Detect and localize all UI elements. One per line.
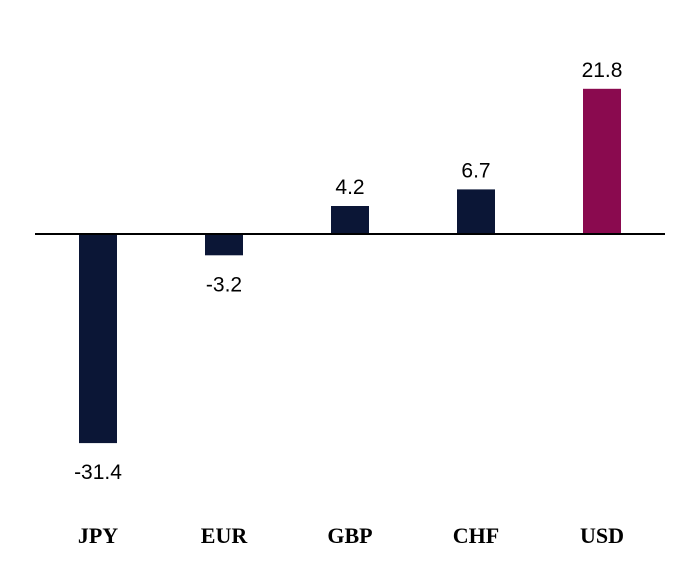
tick-label-chf: CHF [453, 523, 499, 548]
tick-label-jpy: JPY [78, 523, 118, 548]
category-tick-labels: JPY EUR GBP CHF USD [78, 523, 624, 548]
value-label-chf: 6.7 [461, 159, 490, 182]
bar-usd [583, 88, 621, 234]
value-label-gbp: 4.2 [335, 176, 364, 199]
bar-jpy [79, 234, 117, 444]
tick-label-usd: USD [580, 523, 624, 548]
value-label-eur: -3.2 [206, 273, 242, 296]
tick-label-gbp: GBP [327, 523, 372, 548]
value-labels: -31.4 -3.2 4.2 6.7 21.8 [74, 59, 622, 484]
bars [79, 88, 621, 444]
bar-gbp [331, 206, 369, 234]
value-label-jpy: -31.4 [74, 461, 122, 484]
bar-eur [205, 234, 243, 256]
tick-label-eur: EUR [201, 523, 249, 548]
bar-chf [457, 189, 495, 234]
value-label-usd: 21.8 [582, 59, 623, 82]
